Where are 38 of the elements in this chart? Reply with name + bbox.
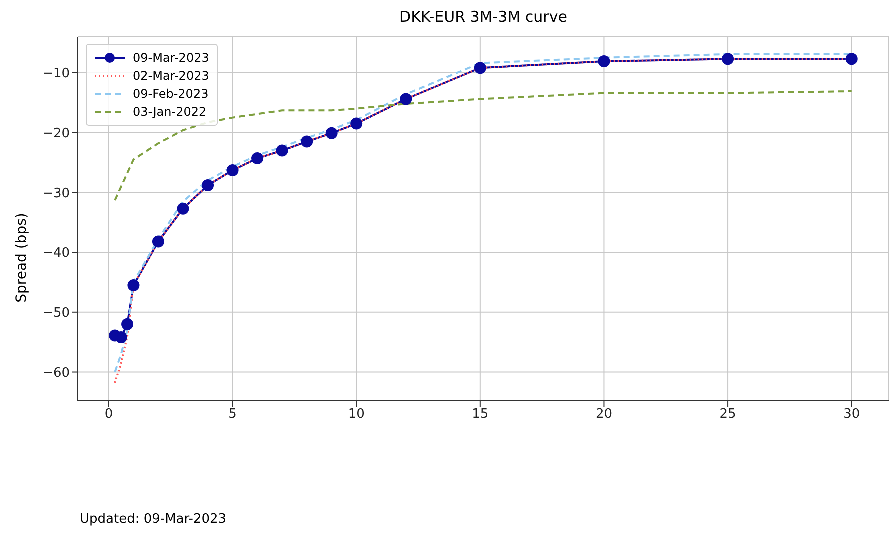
point [301, 136, 314, 148]
point [846, 53, 858, 66]
point [152, 236, 164, 248]
x-tick-label: 5 [228, 407, 237, 422]
y-tick-label: −60 [42, 366, 70, 381]
point [350, 118, 363, 130]
point [326, 127, 338, 140]
legend-label: 09-Mar-2023 [133, 51, 210, 65]
x-tick-label: 20 [596, 407, 612, 422]
legend-label: 03-Jan-2022 [133, 105, 207, 119]
x-tick-label: 0 [104, 407, 114, 422]
point [252, 152, 264, 165]
point [276, 144, 288, 157]
point [122, 318, 134, 330]
x-tick-label: 30 [844, 407, 860, 422]
x-tick-label: 10 [348, 407, 365, 422]
point [722, 53, 734, 66]
x-tick-label: 25 [720, 407, 736, 422]
point [474, 62, 486, 74]
point [598, 56, 610, 68]
y-tick-label: −10 [42, 66, 70, 82]
y-tick-label: −30 [42, 186, 70, 202]
text: Updated: 09-Mar-2023 [80, 512, 227, 527]
point [128, 279, 140, 292]
x-tick-label: 15 [472, 407, 489, 422]
point [226, 164, 239, 177]
line-series [114, 90, 853, 202]
chart-title: DKK-EUR 3M-3M curve [398, 8, 568, 26]
point [202, 179, 214, 192]
y-tick-label: −20 [42, 126, 70, 142]
y-axis-title: Spread (bps) [14, 213, 30, 303]
point [177, 202, 190, 215]
y-tick-label: −40 [42, 246, 70, 262]
point [115, 332, 128, 344]
legend-label: 09-Feb-2023 [133, 87, 209, 101]
y-tick-label: −50 [42, 306, 70, 322]
point [400, 93, 412, 106]
legend-label: 02-Mar-2023 [133, 69, 210, 83]
